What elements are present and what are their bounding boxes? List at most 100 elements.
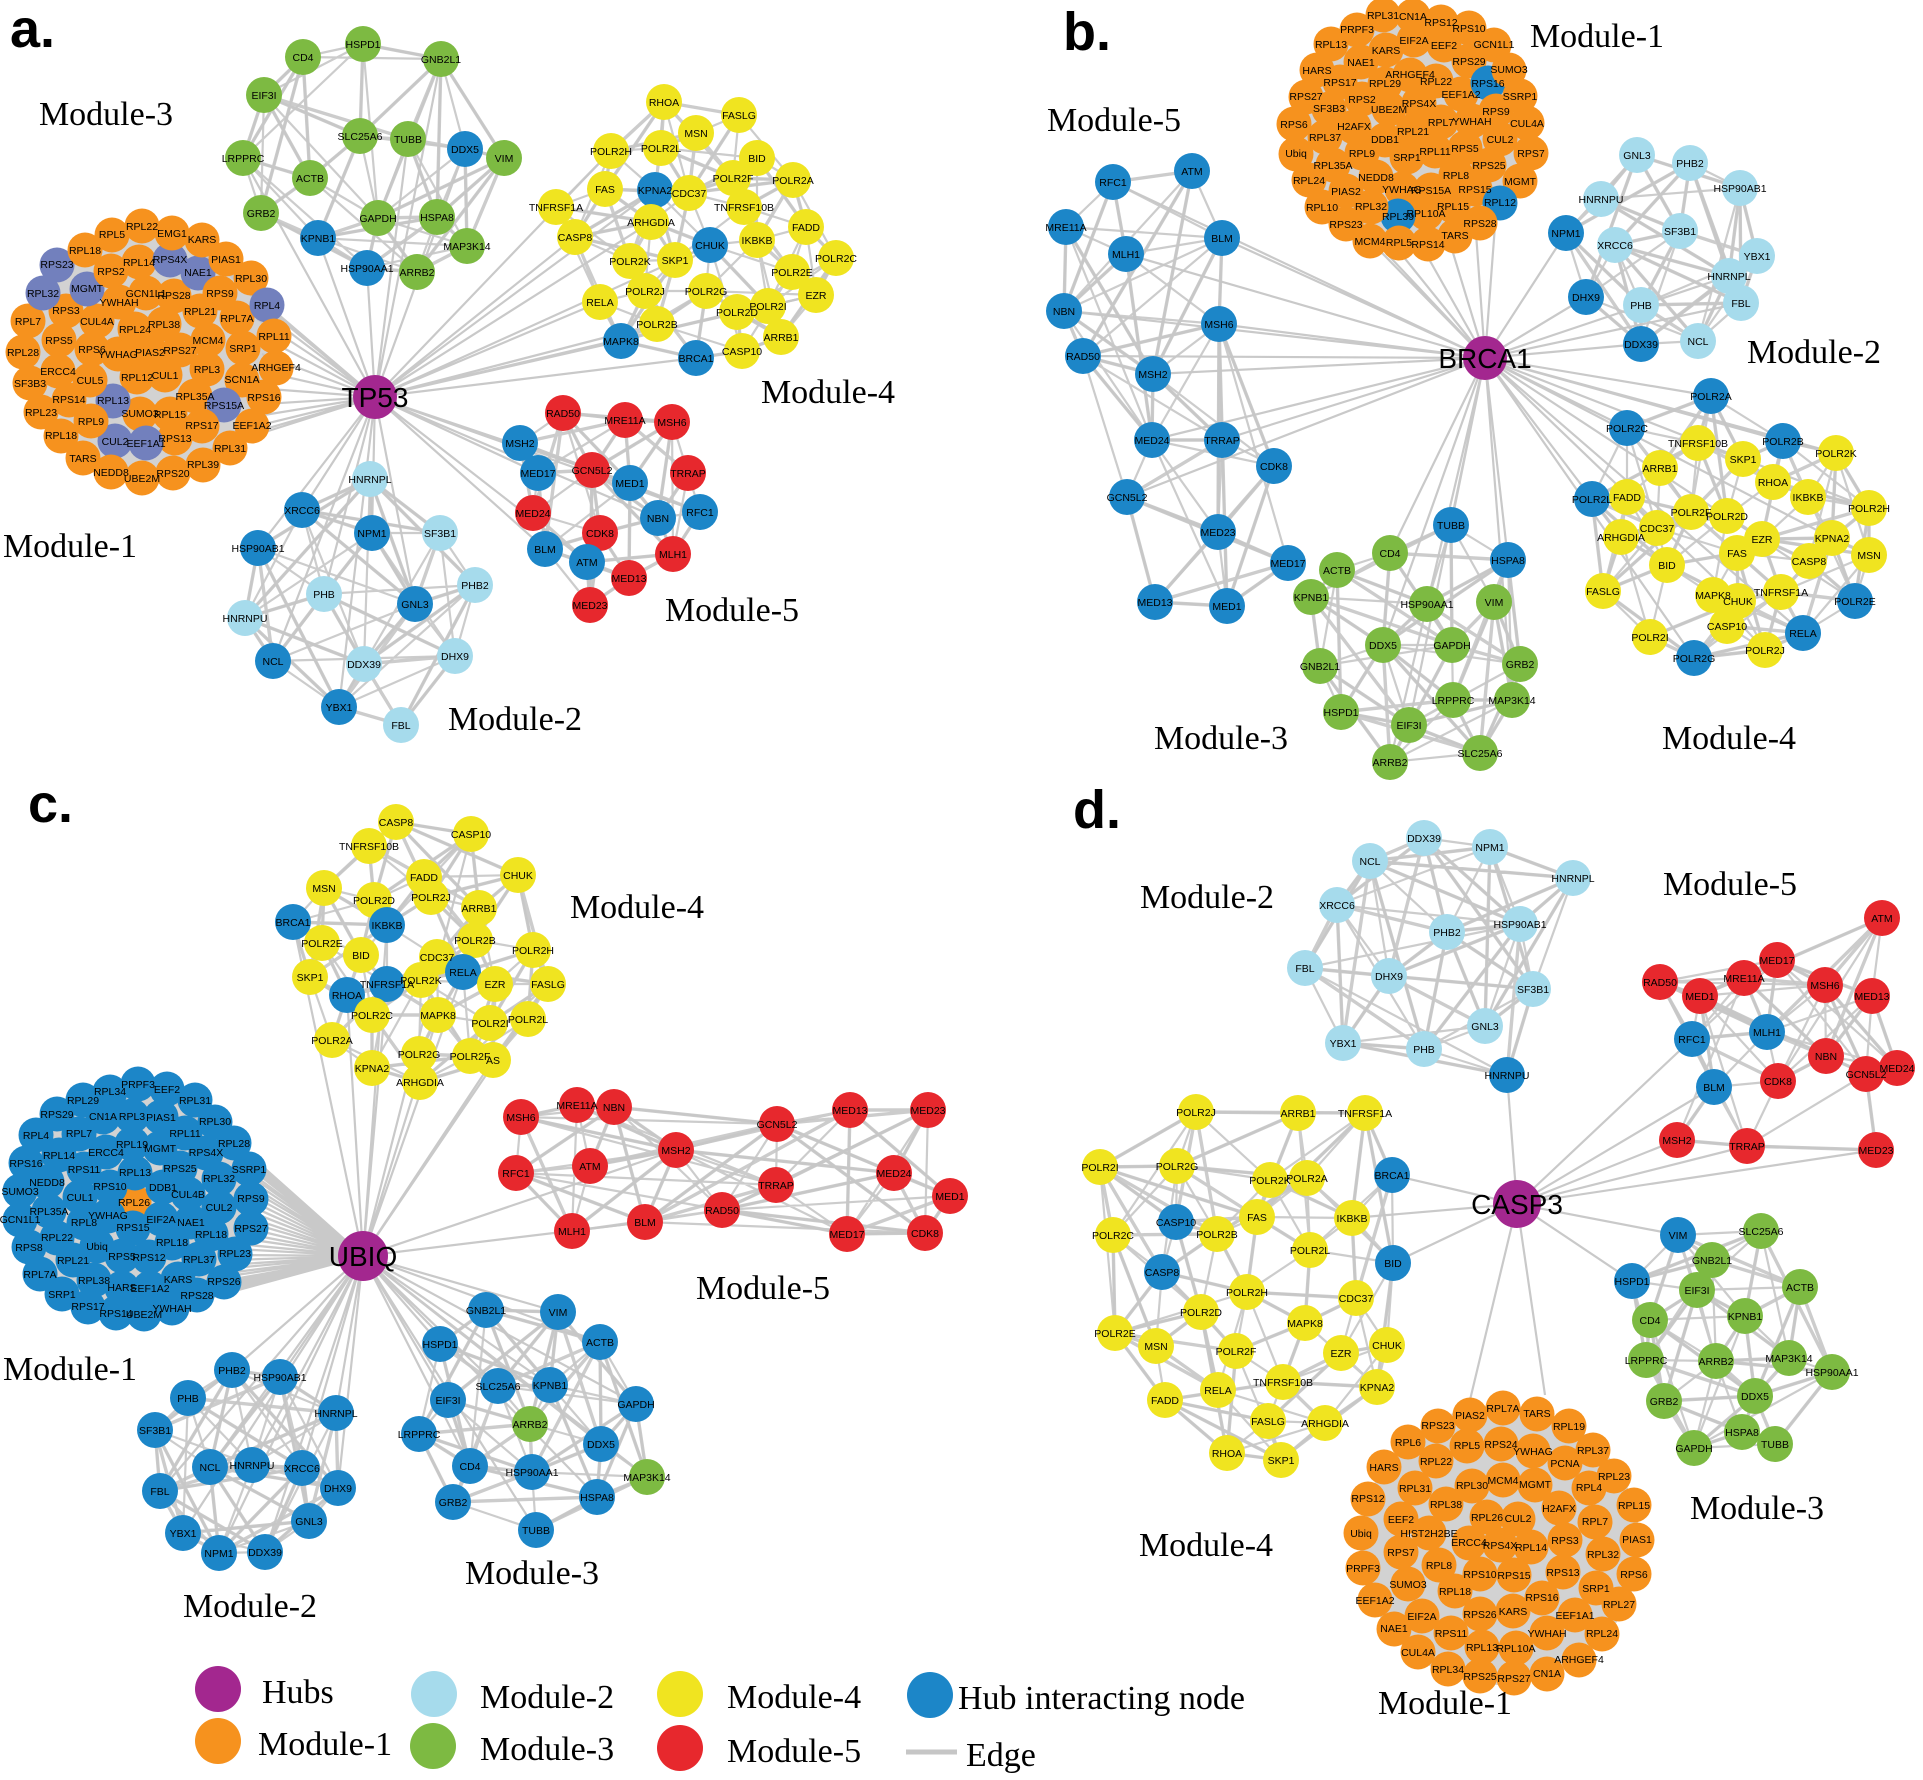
svg-text:RPL14: RPL14 xyxy=(123,257,155,269)
svg-text:TNFRSF10B: TNFRSF10B xyxy=(1253,1377,1313,1389)
svg-text:MED23: MED23 xyxy=(910,1105,945,1117)
svg-text:DDX39: DDX39 xyxy=(1624,339,1658,351)
svg-text:RPS10: RPS10 xyxy=(1452,23,1485,35)
svg-text:RPL24: RPL24 xyxy=(119,324,151,336)
svg-text:MLH1: MLH1 xyxy=(558,1226,586,1238)
svg-text:POLR2H: POLR2H xyxy=(1226,1287,1268,1299)
svg-text:POLR2H: POLR2H xyxy=(512,945,554,957)
svg-text:MSN: MSN xyxy=(684,128,707,140)
svg-text:Module-3: Module-3 xyxy=(1154,720,1288,757)
svg-text:RPL13: RPL13 xyxy=(1315,39,1347,51)
svg-text:EEF2: EEF2 xyxy=(1431,40,1457,52)
svg-text:EEF1A2: EEF1A2 xyxy=(232,420,271,432)
svg-text:Module-4: Module-4 xyxy=(570,889,704,926)
svg-text:ARRB2: ARRB2 xyxy=(512,1419,547,1431)
svg-text:EZR: EZR xyxy=(485,979,506,991)
svg-text:UBIQ: UBIQ xyxy=(329,1241,397,1272)
svg-text:FAS: FAS xyxy=(1247,1212,1267,1224)
svg-text:CHUK: CHUK xyxy=(695,240,725,252)
svg-text:POLR2G: POLR2G xyxy=(1156,1161,1199,1173)
svg-text:MGMT: MGMT xyxy=(71,283,104,295)
svg-text:RPS11: RPS11 xyxy=(68,1164,101,1176)
svg-text:RPS23: RPS23 xyxy=(40,259,73,271)
svg-text:Module-5: Module-5 xyxy=(665,592,799,629)
svg-text:Module-3: Module-3 xyxy=(465,1555,599,1592)
svg-text:RPS8: RPS8 xyxy=(15,1242,43,1254)
svg-text:TNFRSF1A: TNFRSF1A xyxy=(1338,1108,1392,1120)
svg-text:Module-3: Module-3 xyxy=(39,96,173,133)
svg-text:RPS29: RPS29 xyxy=(1452,56,1485,68)
svg-text:MED23: MED23 xyxy=(572,600,607,612)
svg-text:HARS: HARS xyxy=(1302,65,1331,77)
svg-text:POLR2K: POLR2K xyxy=(1249,1175,1290,1187)
svg-text:SF3B3: SF3B3 xyxy=(1313,103,1345,115)
svg-text:RPS10: RPS10 xyxy=(1463,1569,1496,1581)
svg-text:EEF2: EEF2 xyxy=(154,1084,180,1096)
svg-text:GAPDH: GAPDH xyxy=(617,1399,654,1411)
svg-text:KARS: KARS xyxy=(1372,45,1401,57)
svg-text:RPL35A: RPL35A xyxy=(1313,160,1352,172)
svg-text:KPNB1: KPNB1 xyxy=(1728,1311,1763,1323)
svg-text:PIAS2: PIAS2 xyxy=(135,347,165,359)
svg-text:HSPD1: HSPD1 xyxy=(422,1339,457,1351)
svg-text:MSN: MSN xyxy=(312,883,335,895)
svg-text:RPL23: RPL23 xyxy=(219,1248,251,1260)
svg-text:RPL5: RPL5 xyxy=(99,229,125,241)
svg-text:MRE11A: MRE11A xyxy=(604,415,645,427)
svg-text:RPL28: RPL28 xyxy=(218,1138,250,1150)
svg-text:YWHAH: YWHAH xyxy=(1452,116,1491,128)
svg-text:CASP8: CASP8 xyxy=(1145,1267,1180,1279)
svg-text:UBE2M: UBE2M xyxy=(1371,104,1407,116)
svg-text:MSH6: MSH6 xyxy=(506,1112,535,1124)
svg-text:POLR2F: POLR2F xyxy=(1671,507,1712,519)
svg-text:RPL28: RPL28 xyxy=(7,347,39,359)
svg-text:SKP1: SKP1 xyxy=(1730,454,1757,466)
svg-text:POLR2K: POLR2K xyxy=(400,975,441,987)
svg-text:MAPK8: MAPK8 xyxy=(420,1010,456,1022)
svg-text:CASP10: CASP10 xyxy=(722,346,762,358)
svg-text:RELA: RELA xyxy=(449,967,476,979)
svg-text:CN1A: CN1A xyxy=(1399,11,1427,23)
svg-text:POLR2I: POLR2I xyxy=(1081,1162,1118,1174)
svg-text:POLR2D: POLR2D xyxy=(1706,511,1748,523)
svg-text:DDX5: DDX5 xyxy=(1741,1391,1769,1403)
svg-text:RPS16: RPS16 xyxy=(9,1158,42,1170)
svg-text:POLR2E: POLR2E xyxy=(301,938,342,950)
svg-text:XRCC6: XRCC6 xyxy=(284,1463,320,1475)
svg-text:IKBKB: IKBKB xyxy=(742,235,773,247)
svg-text:SLC25A6: SLC25A6 xyxy=(338,131,383,143)
svg-text:EMG1: EMG1 xyxy=(157,228,187,240)
svg-text:EIF3I: EIF3I xyxy=(1684,1285,1709,1297)
svg-text:TNFRSF1A: TNFRSF1A xyxy=(360,979,414,991)
svg-text:POLR2B: POLR2B xyxy=(454,935,495,947)
svg-text:RPS13: RPS13 xyxy=(158,433,191,445)
svg-text:KPNB1: KPNB1 xyxy=(301,233,336,245)
svg-text:RPS27: RPS27 xyxy=(234,1223,267,1235)
svg-text:RPS4X: RPS4X xyxy=(1483,1540,1517,1552)
svg-text:RPL14: RPL14 xyxy=(1515,1542,1547,1554)
svg-text:RPL24: RPL24 xyxy=(1586,1628,1618,1640)
svg-text:RFC1: RFC1 xyxy=(1099,177,1127,189)
svg-text:RPS15A: RPS15A xyxy=(1411,185,1451,197)
svg-text:MSH2: MSH2 xyxy=(1662,1135,1691,1147)
svg-text:UBE2M: UBE2M xyxy=(124,473,160,485)
svg-text:Module-4: Module-4 xyxy=(761,374,895,411)
svg-text:LRPPRC: LRPPRC xyxy=(398,1429,441,1441)
svg-text:RHOA: RHOA xyxy=(332,990,362,1002)
svg-text:NPM1: NPM1 xyxy=(1551,228,1580,240)
svg-text:POLR2E: POLR2E xyxy=(1834,596,1875,608)
svg-text:Module-4: Module-4 xyxy=(1662,720,1796,757)
svg-text:RPL18: RPL18 xyxy=(45,430,77,442)
svg-text:CUL2: CUL2 xyxy=(1505,1513,1532,1525)
svg-text:HNRNPU: HNRNPU xyxy=(1485,1070,1530,1082)
svg-text:HSP90AA1: HSP90AA1 xyxy=(340,263,393,275)
svg-text:Hub interacting node: Hub interacting node xyxy=(958,1680,1245,1717)
svg-text:GCN5L2: GCN5L2 xyxy=(757,1119,798,1131)
svg-text:CD4: CD4 xyxy=(1379,548,1400,560)
svg-text:CDK8: CDK8 xyxy=(1764,1076,1792,1088)
svg-text:BRCA1: BRCA1 xyxy=(1438,343,1531,374)
svg-text:YBX1: YBX1 xyxy=(1744,251,1771,263)
svg-text:HSP90AB1: HSP90AB1 xyxy=(231,543,284,555)
svg-text:DDX39: DDX39 xyxy=(347,659,381,671)
svg-text:RPS2: RPS2 xyxy=(1348,94,1376,106)
